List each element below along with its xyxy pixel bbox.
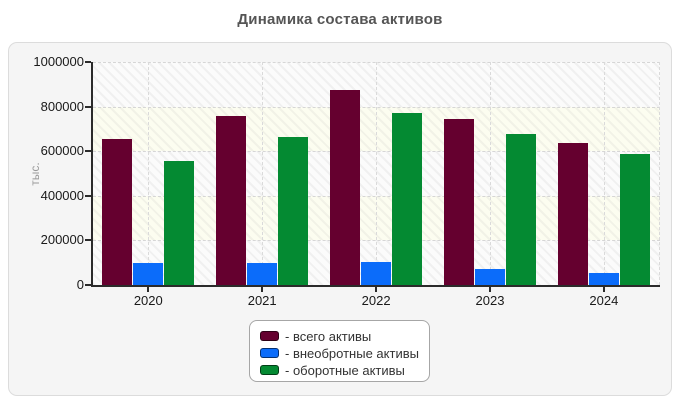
y-tick-label: 400000 — [40, 187, 84, 203]
bar-total-2023 — [444, 118, 474, 285]
y-tick-label: 0 — [76, 277, 84, 292]
x-axis-line — [91, 285, 660, 287]
plot-area — [85, 61, 660, 292]
chart-panel: тыс. - всего активы - внеобротные активы -… — [8, 42, 672, 396]
y-tick-label: 200000 — [40, 232, 84, 248]
bar-noncurrent-2021 — [247, 263, 278, 285]
plot-right-edge — [659, 62, 660, 285]
legend-row: - внеобротные активы — [260, 345, 429, 361]
bar-current-2020 — [164, 161, 195, 285]
bar-total-2021 — [216, 115, 247, 285]
legend-swatch-noncurrent — [260, 348, 279, 358]
x-tick-label: 2021 — [247, 293, 277, 308]
legend-row: - оборотные активы — [260, 362, 429, 378]
bar-noncurrent-2024 — [588, 273, 619, 285]
y-tick — [85, 194, 91, 197]
legend-label: - оборотные активы — [285, 362, 405, 378]
y-tick — [85, 239, 91, 242]
gridline-v — [262, 62, 264, 285]
x-tick-label: 2023 — [475, 293, 505, 308]
x-tick-label: 2022 — [361, 293, 391, 308]
y-tick-label: 1000000 — [33, 54, 84, 69]
x-tick — [261, 287, 264, 292]
x-tick — [602, 287, 605, 292]
x-tick-label: 2024 — [589, 293, 619, 308]
legend-label: - внеобротные активы — [285, 345, 419, 361]
x-tick — [147, 287, 150, 292]
gridline-v — [148, 62, 150, 285]
y-tick-label: 800000 — [40, 98, 84, 114]
chart-title: Динамика состава активов — [237, 11, 443, 28]
y-tick — [85, 150, 91, 153]
bar-current-2023 — [506, 134, 536, 285]
gridline-v — [603, 62, 605, 285]
bar-noncurrent-2023 — [475, 269, 505, 285]
bar-total-2022 — [330, 89, 361, 285]
bar-total-2024 — [557, 142, 588, 285]
gridline-v — [376, 62, 378, 285]
legend-swatch-total — [260, 331, 279, 341]
legend-label: - всего активы — [285, 328, 372, 344]
y-tick-label: 600000 — [40, 143, 84, 159]
y-tick — [85, 284, 91, 286]
bar-total-2020 — [102, 138, 133, 285]
y-tick — [85, 61, 91, 63]
legend: - всего активы - внеобротные активы - обор… — [249, 320, 430, 382]
bar-current-2021 — [278, 137, 309, 285]
x-tick — [489, 287, 491, 292]
x-tick-label: 2020 — [133, 293, 163, 308]
x-tick — [375, 287, 378, 292]
legend-swatch-current — [260, 365, 279, 375]
gridline-v — [490, 62, 491, 285]
bar-noncurrent-2022 — [361, 261, 392, 285]
legend-row: - всего активы — [260, 328, 429, 344]
bar-noncurrent-2020 — [133, 262, 164, 285]
y-axis-line — [91, 62, 93, 287]
y-tick — [85, 105, 91, 108]
bar-current-2022 — [392, 113, 423, 285]
bar-current-2024 — [619, 154, 650, 285]
